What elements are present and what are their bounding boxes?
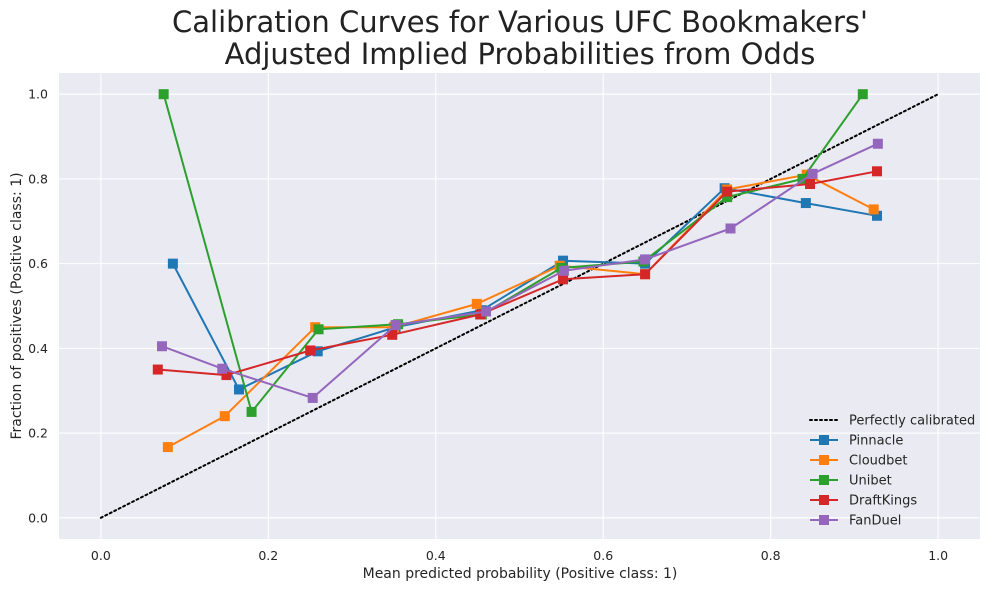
legend-swatch-marker (819, 475, 829, 485)
data-point-draftkings (387, 329, 398, 340)
x-tick-label: 0.8 (761, 548, 781, 563)
legend-swatch-marker (819, 495, 829, 505)
legend-swatch-marker (819, 515, 829, 525)
data-point-draftkings (805, 178, 816, 189)
legend-item-unibet: Unibet (810, 474, 892, 489)
legend: Perfectly calibrated Pinnacle Cloudbet Unib… (809, 414, 975, 529)
data-point-fanduel (807, 168, 818, 179)
chart-title-line-2: Adjusted Implied Probabilities from Odds (225, 37, 816, 71)
data-point-pinnacle (800, 198, 811, 209)
data-point-cloudbet (162, 442, 173, 453)
data-point-unibet (857, 89, 868, 100)
data-point-unibet (722, 192, 733, 203)
data-point-fanduel (558, 265, 569, 276)
data-point-fanduel (872, 138, 883, 149)
legend-swatch-marker (819, 455, 829, 465)
x-tick-label: 0.2 (258, 548, 278, 563)
data-point-pinnacle (167, 258, 178, 269)
data-point-fanduel (217, 363, 228, 374)
data-point-unibet (158, 89, 169, 100)
perfectly-calibrated-line (99, 93, 940, 519)
data-point-pinnacle (558, 255, 569, 266)
legend-label: Pinnacle (849, 434, 903, 449)
data-point-draftkings (221, 370, 232, 381)
x-tick-label: 0.6 (593, 548, 613, 563)
y-axis-label: Fraction of positives (Positive class: 1… (9, 172, 25, 439)
series-fanduel (156, 138, 883, 403)
data-point-pinnacle (872, 210, 883, 221)
legend-item-perfectly-calibrated: Perfectly calibrated (809, 414, 975, 429)
y-tick-label: 0.4 (28, 341, 48, 356)
data-point-fanduel (640, 254, 651, 265)
data-point-unibet (313, 324, 324, 335)
tick-labels: 0.0 0.2 0.4 0.6 0.8 1.0 0.0 0.2 0.4 0.6 0.8 1.0 (28, 87, 948, 563)
x-tick-label: 0.4 (426, 548, 446, 563)
chart-title-line-1: Calibration Curves for Various UFC Bookm… (172, 5, 868, 39)
data-point-draftkings (558, 274, 569, 285)
legend-label: FanDuel (849, 514, 901, 529)
legend-swatch-marker (819, 435, 829, 445)
series-line-pinnacle (172, 187, 878, 391)
series-draftkings (152, 166, 883, 381)
data-point-draftkings (872, 166, 883, 177)
y-tick-label: 0.0 (28, 510, 48, 525)
data-point-draftkings (305, 345, 316, 356)
data-point-draftkings (152, 364, 163, 375)
reference-line-group (99, 93, 940, 519)
legend-item-fanduel: FanDuel (810, 514, 901, 529)
series-group (152, 89, 883, 453)
series-line-fanduel (161, 142, 879, 399)
series-line-draftkings (157, 170, 878, 377)
y-tick-label: 0.2 (28, 426, 48, 441)
legend-item-pinnacle: Pinnacle (810, 434, 903, 449)
legend-item-cloudbet: Cloudbet (810, 454, 907, 469)
data-point-unibet (797, 173, 808, 184)
data-point-fanduel (307, 392, 318, 403)
legend-label: DraftKings (849, 494, 917, 509)
legend-label: Cloudbet (849, 454, 907, 469)
data-point-draftkings (722, 186, 733, 197)
data-point-cloudbet (219, 411, 230, 422)
legend-item-draftkings: DraftKings (810, 494, 917, 509)
data-point-fanduel (481, 306, 492, 317)
data-point-cloudbet (868, 204, 879, 215)
data-point-draftkings (640, 269, 651, 280)
data-point-fanduel (156, 341, 167, 352)
x-axis-label: Mean predicted probability (Positive cla… (363, 566, 678, 582)
data-point-pinnacle (312, 346, 323, 357)
x-tick-label: 0.0 (91, 548, 111, 563)
series-line-cloudbet (167, 173, 875, 448)
data-point-draftkings (475, 309, 486, 320)
legend-label: Unibet (849, 474, 892, 489)
data-point-cloudbet (471, 298, 482, 309)
data-point-unibet (246, 406, 257, 417)
x-tick-label: 1.0 (928, 548, 948, 563)
y-tick-label: 0.6 (28, 256, 48, 271)
legend-label: Perfectly calibrated (849, 414, 975, 429)
data-point-fanduel (725, 223, 736, 234)
y-tick-label: 0.8 (28, 171, 48, 186)
y-tick-label: 1.0 (28, 87, 48, 102)
data-point-fanduel (390, 320, 401, 331)
data-point-pinnacle (234, 384, 245, 395)
